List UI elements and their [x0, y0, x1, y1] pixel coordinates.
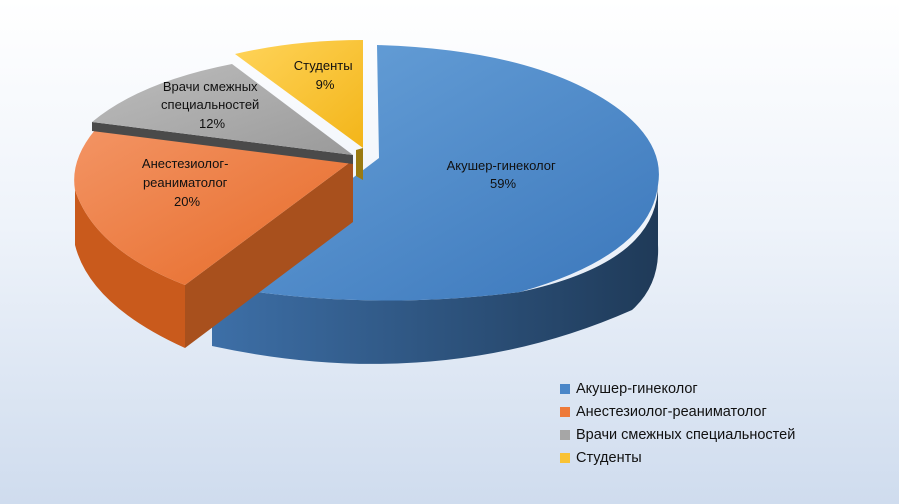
slice-anesteziolog-reanimatolog-top — [74, 130, 353, 285]
legend-item-akusher-ginekolog: Акушер-гинеколог — [560, 377, 795, 400]
label-studenty-line-2: 9% — [316, 77, 335, 92]
label-vrachi-smezhnykh: Врачи смежных специальностей 12% — [161, 79, 263, 131]
label-anesteziolog-reanimatolog-line-2: реаниматолог — [143, 175, 228, 190]
label-akusher-ginekolog-line-1: Акушер-гинеколог — [447, 158, 556, 173]
slice-anesteziolog-reanimatolog-inner — [185, 160, 353, 348]
label-anesteziolog-reanimatolog-line-3: 20% — [174, 194, 200, 209]
legend-label-studenty: Студенты — [576, 449, 642, 466]
legend-swatch-anesteziolog-reanimatolog — [560, 406, 570, 417]
label-akusher-ginekolog-line-2: 59% — [490, 176, 516, 191]
label-akusher-ginekolog: Акушер-гинеколог 59% — [447, 158, 560, 191]
legend-swatch-studenty — [560, 452, 570, 463]
legend-swatch-vrachi-smezhnykh — [560, 429, 570, 440]
slice-vrachi-smezhnykh-side — [92, 122, 353, 164]
slice-vrachi-smezhnykh — [92, 64, 353, 164]
label-vrachi-smezhnykh-line-3: 12% — [199, 116, 225, 131]
slice-studenty — [235, 40, 363, 180]
label-vrachi-smezhnykh-line-2: специальностей — [161, 97, 259, 112]
legend: Акушер-гинеколог Анестезиолог-реаниматол… — [560, 377, 795, 469]
legend-item-studenty: Студенты — [560, 446, 795, 469]
slice-vrachi-smezhnykh-top — [92, 64, 353, 155]
label-anesteziolog-reanimatolog: Анестезиолог- реаниматолог 20% — [142, 156, 232, 209]
legend-label-akusher-ginekolog: Акушер-гинеколог — [576, 380, 698, 397]
legend-swatch-akusher-ginekolog — [560, 383, 570, 394]
slice-anesteziolog-reanimatolog — [74, 130, 353, 348]
slice-studenty-top — [235, 40, 363, 148]
label-vrachi-smezhnykh-line-1: Врачи смежных — [163, 79, 258, 94]
legend-label-anesteziolog-reanimatolog: Анестезиолог-реаниматолог — [576, 403, 767, 420]
legend-label-vrachi-smezhnykh: Врачи смежных специальностей — [576, 426, 796, 443]
label-anesteziolog-reanimatolog-line-1: Анестезиолог- — [142, 156, 229, 171]
slice-studenty-side — [356, 148, 363, 180]
legend-item-anesteziolog-reanimatolog: Анестезиолог-реаниматолог — [560, 400, 795, 423]
label-studenty-line-1: Студенты — [294, 58, 353, 73]
label-studenty: Студенты 9% — [294, 58, 356, 92]
legend-item-vrachi-smezhnykh: Врачи смежных специальностей — [560, 423, 795, 446]
slice-anesteziolog-reanimatolog-side — [75, 190, 185, 348]
slice-akusher-ginekolog-side — [212, 182, 659, 364]
